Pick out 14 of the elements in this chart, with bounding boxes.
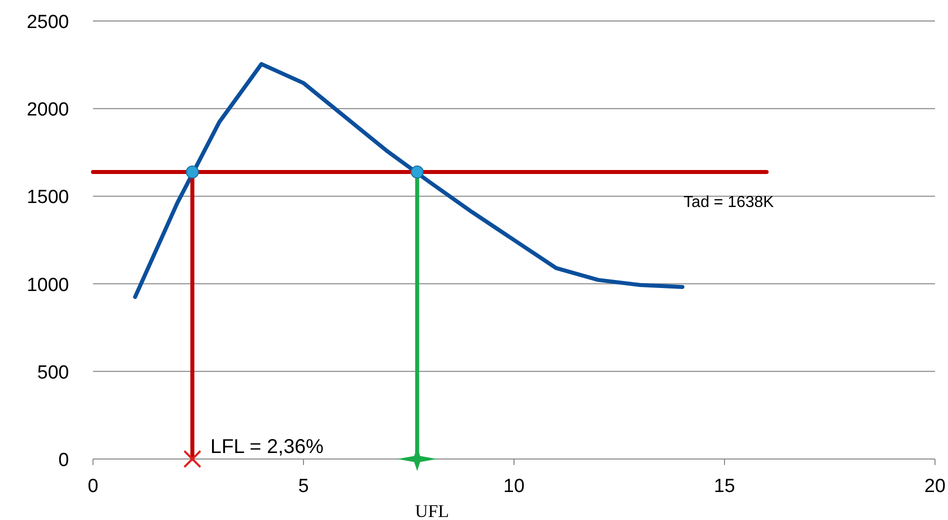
- annotation: Tad = 1638K: [684, 194, 774, 212]
- x-tick-label: 0: [88, 476, 98, 497]
- y-tick-label: 2500: [26, 12, 69, 33]
- annotation: LFL = 2,36%: [210, 436, 324, 458]
- x-tick-label: 20: [924, 476, 946, 497]
- text: UFL: [414, 501, 450, 520]
- y-tick-label: 1500: [26, 187, 69, 208]
- y-tick-label: 0: [58, 450, 69, 471]
- y-tick-label: 500: [37, 362, 69, 384]
- x-tick-label: 5: [298, 476, 309, 497]
- x-tick-label: 10: [503, 476, 525, 497]
- y-tick-label: 2000: [26, 100, 69, 121]
- x-tick-label: 15: [714, 476, 736, 497]
- y-tick-label: 1000: [26, 274, 69, 296]
